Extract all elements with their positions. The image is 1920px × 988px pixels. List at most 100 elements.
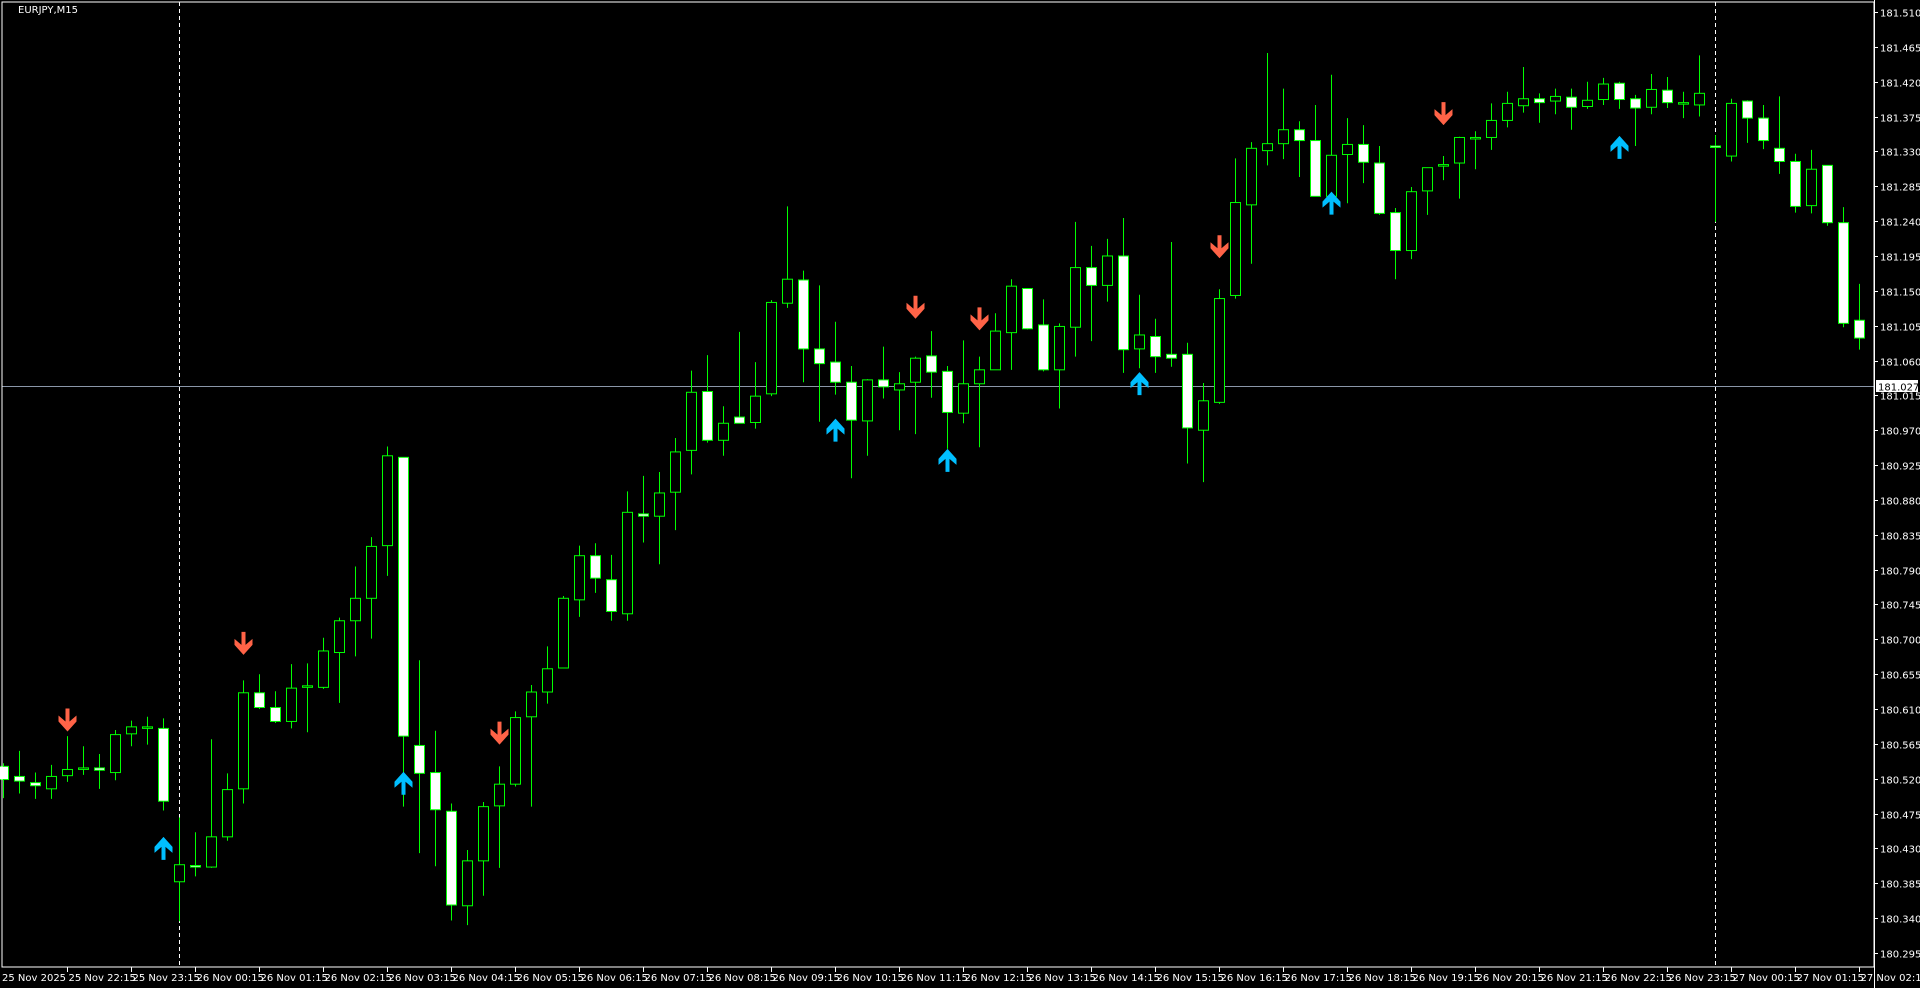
candle[interactable] <box>798 270 809 383</box>
candle[interactable] <box>1262 53 1273 166</box>
candle[interactable] <box>398 456 409 807</box>
candle[interactable] <box>270 691 281 723</box>
candle[interactable] <box>1358 125 1369 184</box>
candle[interactable] <box>318 637 329 689</box>
candle[interactable] <box>1550 88 1561 115</box>
candle[interactable] <box>1150 318 1161 373</box>
candle[interactable] <box>1374 145 1385 215</box>
candle[interactable] <box>46 764 57 799</box>
candle[interactable] <box>1614 81 1625 109</box>
candle[interactable] <box>1758 104 1769 150</box>
candle[interactable] <box>974 356 985 448</box>
candle[interactable] <box>814 285 825 422</box>
candle[interactable] <box>926 331 937 398</box>
candle[interactable] <box>1454 136 1465 199</box>
candle[interactable] <box>1438 156 1449 181</box>
candle[interactable] <box>526 685 537 807</box>
candle[interactable] <box>350 566 361 657</box>
candle[interactable] <box>1710 135 1721 222</box>
candle[interactable] <box>1662 77 1673 109</box>
candle[interactable] <box>1726 98 1737 162</box>
candle[interactable] <box>142 716 153 745</box>
candle[interactable] <box>510 711 521 787</box>
candle[interactable] <box>1646 73 1657 115</box>
candle[interactable] <box>62 736 73 782</box>
candle[interactable] <box>1806 149 1817 214</box>
candle[interactable] <box>1774 96 1785 174</box>
candle[interactable] <box>1854 283 1865 350</box>
candle[interactable] <box>1294 121 1305 177</box>
candle[interactable] <box>1006 279 1017 370</box>
candle[interactable] <box>94 753 105 789</box>
candle[interactable] <box>1742 100 1753 143</box>
candle[interactable] <box>1182 342 1193 464</box>
candle[interactable] <box>1086 245 1097 342</box>
candle[interactable] <box>894 372 905 431</box>
candle[interactable] <box>1678 91 1689 119</box>
candle[interactable] <box>1054 323 1065 409</box>
candle[interactable] <box>1694 55 1705 117</box>
candle[interactable] <box>702 355 713 443</box>
candle[interactable] <box>542 646 553 704</box>
candle[interactable] <box>1406 187 1417 260</box>
candle[interactable] <box>126 720 137 747</box>
candle[interactable] <box>686 370 697 475</box>
candle[interactable] <box>862 379 873 456</box>
candle[interactable] <box>1230 158 1241 299</box>
candle[interactable] <box>846 365 857 479</box>
candle[interactable] <box>878 346 889 399</box>
price-axis[interactable]: 181.510 181.465 181.420 181.375 181.330 181.2… <box>1874 0 1920 988</box>
candle[interactable] <box>254 674 265 710</box>
candle[interactable] <box>1566 88 1577 130</box>
candle[interactable] <box>782 206 793 308</box>
candle[interactable] <box>574 545 585 617</box>
candle[interactable] <box>1534 93 1545 123</box>
candle[interactable] <box>238 680 249 804</box>
candle[interactable] <box>286 664 297 729</box>
candle[interactable] <box>558 595 569 669</box>
candle[interactable] <box>1118 218 1129 373</box>
candle[interactable] <box>1822 164 1833 226</box>
candle[interactable] <box>1598 77 1609 105</box>
candle[interactable] <box>590 543 601 593</box>
candle[interactable] <box>1134 294 1145 369</box>
candle[interactable] <box>78 746 89 775</box>
candle[interactable] <box>366 537 377 639</box>
candle[interactable] <box>222 773 233 841</box>
candle[interactable] <box>1582 81 1593 109</box>
candle[interactable] <box>958 340 969 424</box>
candle[interactable] <box>1038 299 1049 372</box>
candle[interactable] <box>1022 287 1033 330</box>
candle[interactable] <box>0 763 9 799</box>
candle[interactable] <box>1502 91 1513 128</box>
candle[interactable] <box>110 729 121 781</box>
candle[interactable] <box>766 300 777 397</box>
candle[interactable] <box>1102 238 1113 302</box>
candle[interactable] <box>830 321 841 395</box>
candle[interactable] <box>990 313 1001 371</box>
candle[interactable] <box>638 475 649 543</box>
candle[interactable] <box>654 472 665 565</box>
candle[interactable] <box>478 801 489 896</box>
candle[interactable] <box>30 772 41 799</box>
candle[interactable] <box>1470 131 1481 170</box>
candle[interactable] <box>382 446 393 576</box>
candle[interactable] <box>1390 207 1401 280</box>
candle[interactable] <box>606 554 617 621</box>
candle[interactable] <box>1790 153 1801 213</box>
candle[interactable] <box>190 832 201 877</box>
candle[interactable] <box>174 817 185 922</box>
candle[interactable] <box>622 491 633 621</box>
candle[interactable] <box>206 739 217 868</box>
candle[interactable] <box>1486 103 1497 150</box>
candle[interactable] <box>430 730 441 867</box>
candle[interactable] <box>734 331 745 424</box>
candle[interactable] <box>1198 382 1209 483</box>
candle[interactable] <box>670 437 681 531</box>
candle[interactable] <box>718 406 729 456</box>
candle[interactable] <box>446 803 457 921</box>
candle[interactable] <box>1838 207 1849 328</box>
candle[interactable] <box>1310 104 1321 197</box>
candle[interactable] <box>910 356 921 435</box>
